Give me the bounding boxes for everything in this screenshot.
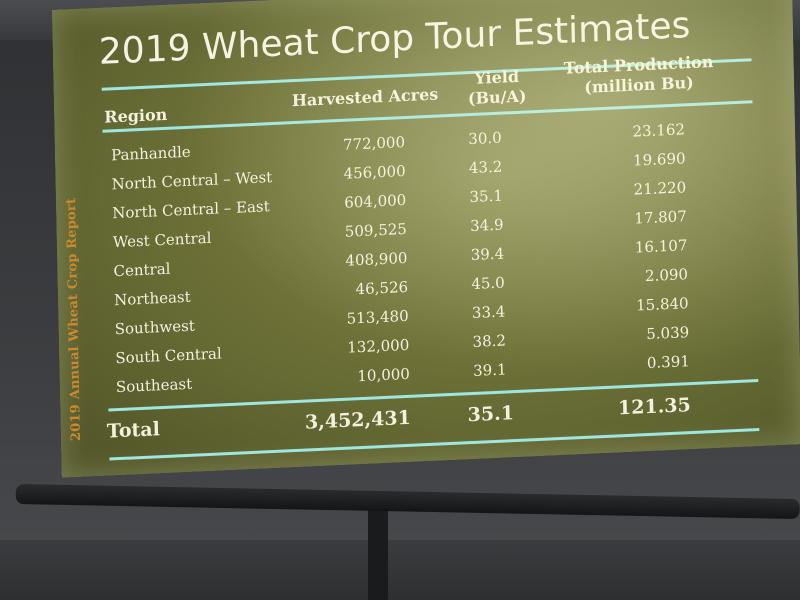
floor (0, 540, 800, 600)
header-yield-line2: (Bu/A) (467, 86, 527, 109)
cell-yield: 34.9 (469, 215, 504, 236)
total-acres: 3,452,431 (304, 406, 412, 434)
header-production: Total Production (million Bu) (553, 52, 724, 100)
cell-production: 2.090 (644, 265, 689, 286)
cell-yield: 39.1 (472, 360, 507, 380)
cell-production: 5.039 (646, 323, 690, 344)
cell-yield: 38.2 (472, 331, 507, 351)
cell-yield: 33.4 (471, 302, 506, 323)
cell-production: 17.807 (634, 207, 687, 228)
cell-production: 0.391 (646, 352, 691, 373)
cell-production: 21.220 (633, 178, 687, 199)
cell-yield: 30.0 (468, 128, 502, 149)
screen-stand (368, 500, 388, 600)
screen-bottom-bar (15, 484, 800, 520)
total-yield: 35.1 (467, 402, 515, 427)
header-acres: Harvested Acres (291, 84, 439, 111)
cell-yield: 43.2 (468, 157, 503, 178)
cell-acres: 772,000 (342, 133, 406, 154)
header-region: Region (104, 104, 168, 127)
cell-production: 15.840 (635, 294, 689, 315)
cell-production: 16.107 (634, 236, 688, 257)
cell-yield: 45.0 (471, 273, 505, 294)
header-yield: Yield (Bu/A) (462, 66, 533, 109)
total-production: 121.35 (617, 394, 691, 420)
total-label: Total (106, 418, 161, 443)
cell-yield: 39.4 (470, 244, 505, 265)
projected-slide: 2019 Annual Wheat Crop Report 2019 Wheat… (52, 0, 800, 478)
cell-yield: 35.1 (469, 186, 504, 207)
cell-production: 19.690 (632, 149, 686, 170)
cell-production: 23.162 (632, 120, 686, 141)
